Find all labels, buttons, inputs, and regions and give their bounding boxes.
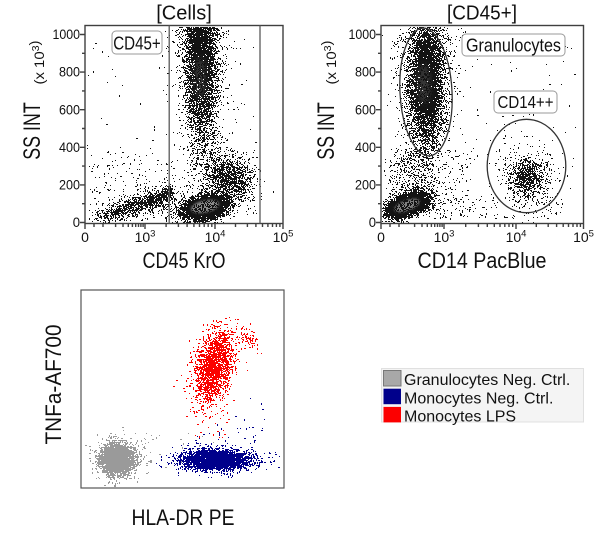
svg-text:400: 400: [59, 139, 80, 155]
svg-text:Monocytes LPS: Monocytes LPS: [404, 408, 516, 425]
svg-text:0: 0: [377, 229, 385, 245]
svg-text:600: 600: [355, 101, 376, 117]
svg-text:800: 800: [355, 64, 376, 80]
svg-text:CD45 KrO: CD45 KrO: [143, 248, 226, 273]
svg-text:[CD45+]: [CD45+]: [447, 3, 517, 25]
svg-text:SS INT: SS INT: [313, 102, 340, 160]
svg-text:Granulocytes: Granulocytes: [466, 35, 561, 56]
svg-text:HLA-DR PE: HLA-DR PE: [132, 505, 235, 530]
svg-text:600: 600: [59, 101, 80, 117]
svg-text:0: 0: [369, 214, 376, 230]
svg-text:(x 103): (x 103): [26, 41, 47, 85]
svg-text:CD14 PacBlue: CD14 PacBlue: [418, 248, 547, 273]
svg-text:CD14++: CD14++: [498, 92, 554, 112]
svg-text:800: 800: [59, 64, 80, 80]
svg-text:CD45+: CD45+: [113, 33, 161, 54]
svg-text:[Cells]: [Cells]: [156, 3, 212, 25]
svg-text:1000: 1000: [53, 26, 81, 42]
svg-text:0: 0: [81, 229, 89, 245]
svg-text:200: 200: [59, 177, 80, 193]
svg-text:400: 400: [355, 139, 376, 155]
svg-text:SS INT: SS INT: [19, 102, 46, 160]
svg-text:Granulocytes Neg. Ctrl.: Granulocytes Neg. Ctrl.: [404, 372, 570, 389]
svg-text:0: 0: [73, 214, 80, 230]
svg-text:Monocytes Neg. Ctrl.: Monocytes Neg. Ctrl.: [404, 390, 553, 407]
svg-text:1000: 1000: [349, 26, 377, 42]
svg-text:(x 103): (x 103): [318, 41, 339, 85]
svg-text:200: 200: [355, 177, 376, 193]
svg-text:TNFa-AF700: TNFa-AF700: [41, 325, 66, 445]
